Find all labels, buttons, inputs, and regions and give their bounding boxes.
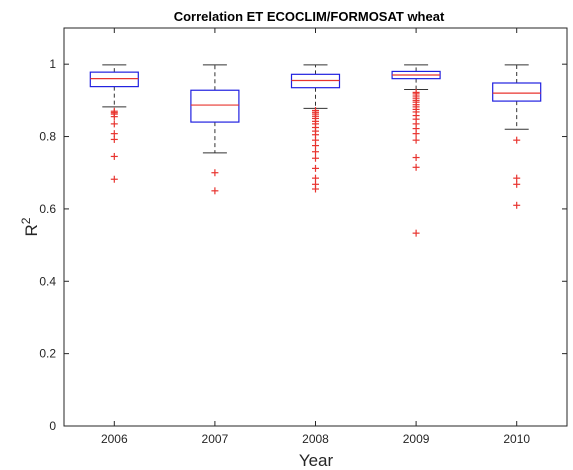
x-tick-label: 2007 [202, 432, 229, 446]
box-2010 [492, 64, 542, 209]
outlier-marker [513, 201, 521, 209]
box-2006 [89, 64, 139, 183]
outlier-marker [312, 174, 319, 182]
x-axis: 2006 2007 2008 2009 2010 [101, 28, 530, 446]
outlier-marker [211, 169, 219, 177]
outlier-marker [110, 107, 118, 115]
outlier-marker [110, 175, 118, 183]
outlier-marker [412, 88, 420, 96]
y-tick-label: 1 [49, 57, 56, 71]
outlier-marker [110, 152, 118, 160]
y-tick-label: 0.4 [39, 274, 56, 288]
chart-title: Correlation ET ECOCLIM/FORMOSAT wheat [174, 9, 445, 24]
outlier-marker [312, 180, 319, 188]
outlier-marker [513, 136, 521, 144]
outlier-marker [513, 180, 521, 188]
iqr-box [492, 82, 542, 102]
y-axis-label-base: R [22, 224, 41, 236]
outlier-marker [412, 163, 420, 171]
y-axis: 0 0.2 0.4 0.6 0.8 1 [39, 57, 567, 433]
outlier-marker [312, 106, 319, 114]
box-2008 [290, 64, 341, 193]
outlier-marker [110, 130, 118, 138]
y-tick-label: 0.2 [39, 347, 56, 361]
outlier-marker [211, 187, 219, 195]
iqr-box [89, 71, 139, 88]
outlier-marker [412, 154, 420, 162]
y-tick-label: 0.6 [39, 202, 56, 216]
y-axis-label-superscript: 2 [19, 217, 33, 224]
outlier-marker [312, 154, 319, 162]
outlier-marker [412, 136, 420, 144]
x-tick-label: 2010 [503, 432, 530, 446]
x-tick-label: 2009 [403, 432, 430, 446]
x-tick-label: 2008 [302, 432, 329, 446]
iqr-box [190, 89, 240, 123]
outlier-marker [513, 174, 521, 182]
box-2007 [190, 64, 240, 195]
y-axis-label: R2 [19, 217, 41, 236]
x-axis-label: Year [299, 451, 334, 470]
outlier-marker [110, 120, 118, 128]
y-tick-label: 0.8 [39, 130, 56, 144]
outlier-marker [412, 229, 420, 237]
y-tick-label: 0 [49, 419, 56, 433]
outlier-marker [312, 164, 319, 172]
outlier-marker [312, 148, 319, 156]
x-tick-label: 2006 [101, 432, 128, 446]
box-2009 [391, 64, 441, 237]
box-series [89, 64, 542, 237]
